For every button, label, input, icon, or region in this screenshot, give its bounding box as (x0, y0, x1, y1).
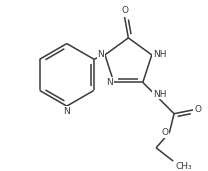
Text: O: O (121, 6, 128, 15)
Text: N: N (63, 107, 70, 116)
Text: NH: NH (153, 90, 167, 98)
Text: N: N (97, 50, 104, 59)
Text: NH: NH (153, 50, 166, 59)
Text: O: O (195, 105, 202, 114)
Text: O: O (161, 128, 168, 137)
Text: CH₃: CH₃ (175, 162, 192, 171)
Text: N: N (106, 78, 113, 87)
